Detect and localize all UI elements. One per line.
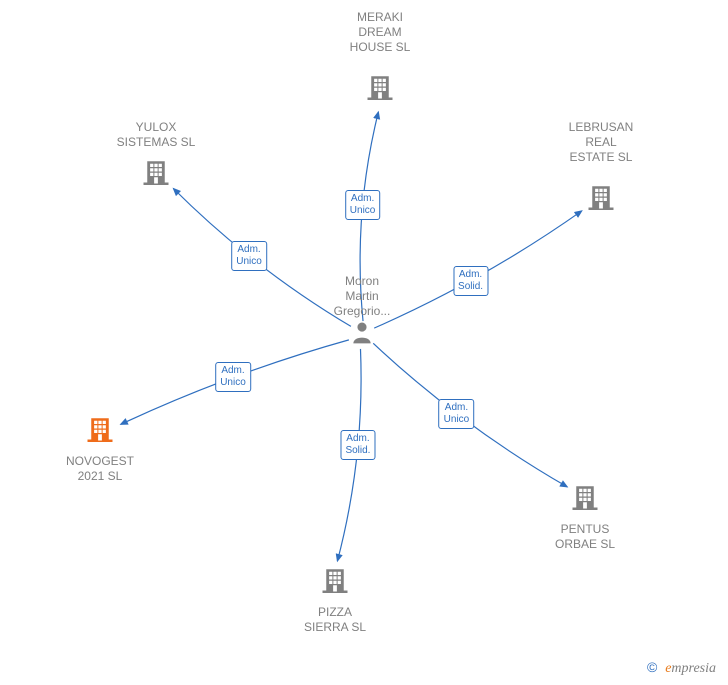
edge-pentus <box>373 343 567 487</box>
edge-novogest <box>121 340 349 425</box>
building-icon-lebrusan[interactable] <box>586 183 616 218</box>
edge-lebrusan <box>374 211 582 328</box>
building-icon-pizza[interactable] <box>320 566 350 601</box>
diagram-container: Adm. UnicoAdm. Solid.Adm. UnicoAdm. Soli… <box>0 0 728 685</box>
edge-meraki <box>360 112 378 321</box>
copyright-symbol: © <box>647 659 657 675</box>
brand-rest: mpresia <box>671 661 716 676</box>
person-icon[interactable] <box>349 319 375 352</box>
building-icon-yulox[interactable] <box>141 158 171 193</box>
edge-yulox <box>173 188 351 326</box>
building-icon-pentus[interactable] <box>570 483 600 518</box>
edge-pizza <box>337 349 361 561</box>
watermark: © empresia <box>647 659 716 677</box>
building-icon-novogest[interactable] <box>85 415 115 450</box>
building-icon-meraki[interactable] <box>365 73 395 108</box>
